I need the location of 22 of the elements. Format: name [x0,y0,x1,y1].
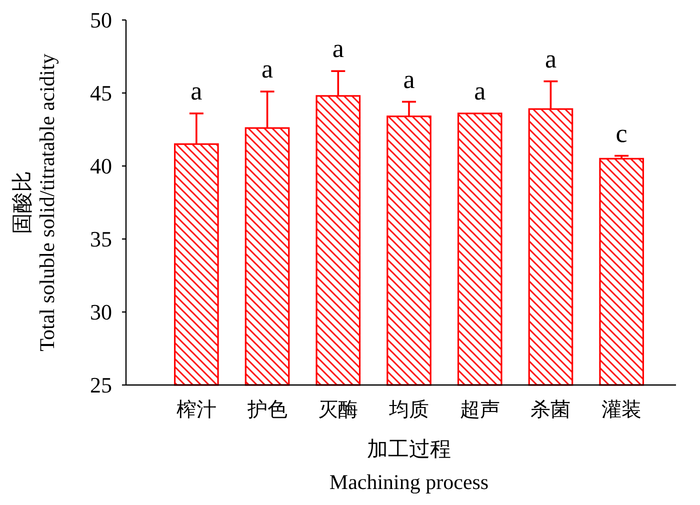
y-tick-label: 50 [90,8,112,32]
y-tick-label: 45 [90,80,112,106]
x-tick-label: 灌装 [602,399,642,421]
annotation: a [262,54,274,84]
x-tick-label: 护色 [246,399,288,421]
annotation: a [474,76,486,106]
y-tick-label: 35 [90,226,112,252]
y-tick-label: 40 [90,154,112,178]
annotation: a [403,64,416,94]
x-tick-label: 灭酶 [318,399,358,421]
annotation: a [190,76,203,106]
annotation: a [332,34,344,64]
y-tick-label: 30 [90,300,112,324]
x-tick-label: 均质 [388,399,429,421]
y-axis-title: 固酸比 Total soluble solid/titratable acidity [10,53,59,352]
x-tick-label: 杀菌 [530,399,571,421]
x-tick-label: 榨汁 [176,399,216,421]
x-tick-label: 超声 [460,399,500,421]
annotation: a [544,44,557,74]
annotation: c [616,118,628,148]
y-tick-label: 25 [90,372,112,398]
x-axis-title: 加工过程 Machining process [329,437,489,494]
